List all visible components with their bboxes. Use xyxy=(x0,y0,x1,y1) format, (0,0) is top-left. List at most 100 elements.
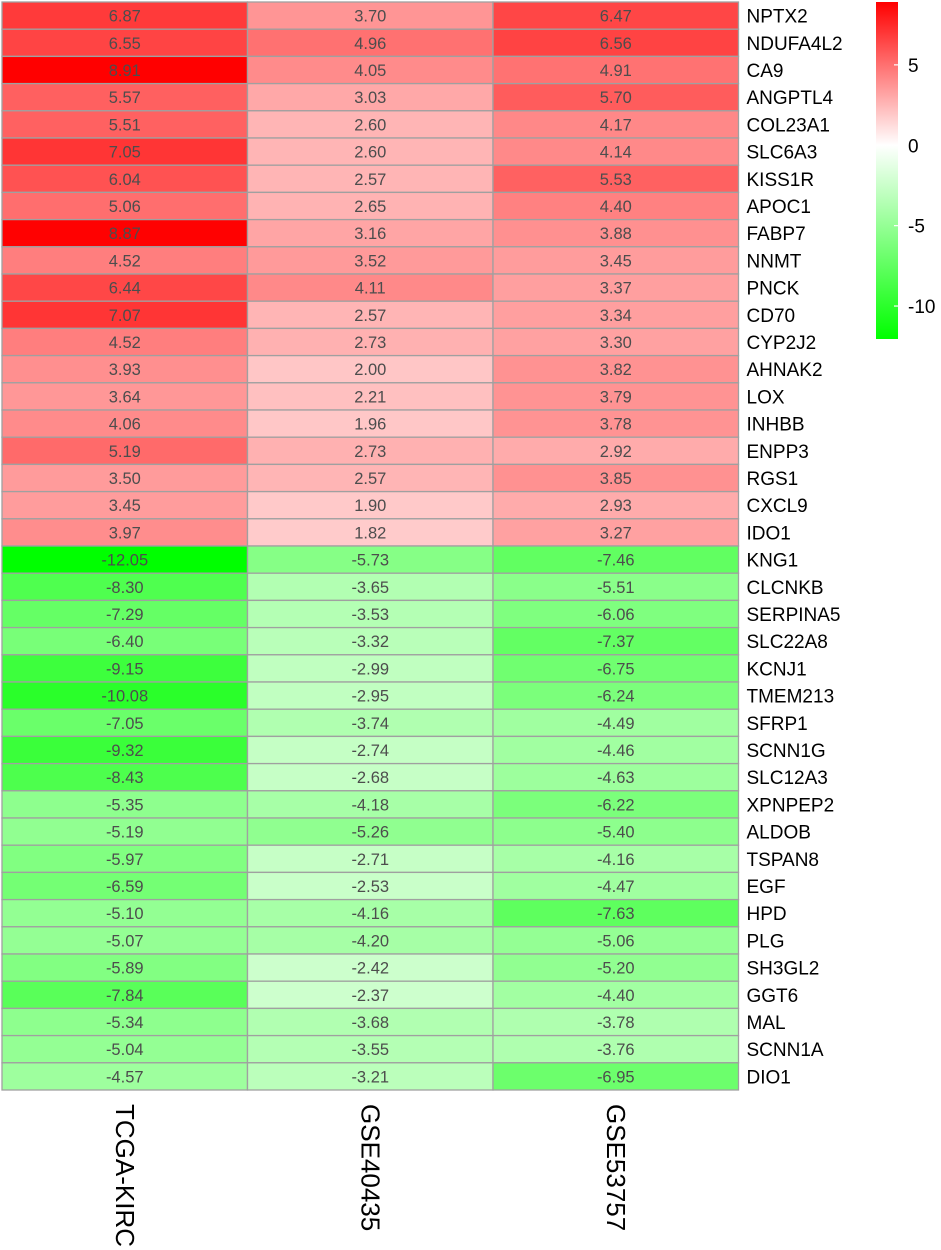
cell-value-label: 4.91 xyxy=(600,62,632,80)
heatmap-cell xyxy=(1,273,249,302)
cell-value-label: -2.71 xyxy=(351,851,389,869)
cell-value-label: 2.73 xyxy=(354,334,386,352)
heatmap-cell xyxy=(1,790,249,819)
cell-value-label: -7.46 xyxy=(597,552,635,570)
cell-value-label: -6.40 xyxy=(106,633,144,651)
column-label: GSE53757 xyxy=(601,1104,631,1231)
heatmap-cell xyxy=(246,654,494,683)
heatmap-cell xyxy=(246,137,494,166)
cell-value-label: -4.46 xyxy=(597,742,635,760)
row-label: NDUFA4L2 xyxy=(747,34,843,55)
heatmap-cell xyxy=(1,137,249,166)
cell-value-label: 2.65 xyxy=(354,198,386,216)
cell-value-label: -5.26 xyxy=(351,824,389,842)
heatmap-cell xyxy=(1,545,249,574)
heatmap-cell xyxy=(492,28,740,58)
cell-value-label: 6.44 xyxy=(109,280,141,298)
cell-value-label: 6.55 xyxy=(109,35,141,53)
row-label: PNCK xyxy=(747,279,800,300)
row-label: APOC1 xyxy=(747,197,811,218)
heatmap-cell xyxy=(246,599,494,629)
cell-value-label: -5.19 xyxy=(106,824,144,842)
cell-value-label: -7.29 xyxy=(106,606,144,624)
cell-value-label: 3.16 xyxy=(354,225,386,243)
cell-value-label: -4.16 xyxy=(597,851,635,869)
cell-value-label: 3.97 xyxy=(109,524,141,542)
cell-value-label: -4.57 xyxy=(106,1068,144,1086)
cell-value-label: -4.49 xyxy=(597,715,635,733)
heatmap-cell xyxy=(492,790,740,819)
row-label: XPNPEP2 xyxy=(747,795,835,816)
cell-value-label: 3.30 xyxy=(600,334,632,352)
cell-value-label: 3.45 xyxy=(600,252,632,270)
row-label: CA9 xyxy=(747,61,784,82)
heatmap-cell xyxy=(492,191,740,221)
cell-value-label: 7.07 xyxy=(109,307,141,325)
cell-value-label: -8.43 xyxy=(106,769,144,787)
heatmap-cell xyxy=(246,871,494,901)
cell-value-label: -3.32 xyxy=(351,633,389,651)
cell-value-label: 3.88 xyxy=(600,225,632,243)
heatmap-cell xyxy=(246,436,494,466)
heatmap-cell xyxy=(492,1062,740,1091)
heatmap-cell xyxy=(492,409,740,438)
heatmap-cell xyxy=(246,980,494,1010)
heatmap-cell xyxy=(246,681,494,710)
heatmap-cell xyxy=(246,1062,494,1091)
heatmap-cell xyxy=(246,246,494,275)
heatmap-cell xyxy=(492,762,740,792)
cell-value-label: 3.78 xyxy=(600,416,632,434)
row-label: CLCNKB xyxy=(747,578,824,599)
row-label: ENPP3 xyxy=(747,442,809,463)
cell-value-label: -5.40 xyxy=(597,824,635,842)
row-label: SCNN1A xyxy=(747,1040,824,1061)
cell-value-label: -3.76 xyxy=(597,1041,635,1059)
heatmap-cell xyxy=(246,110,494,139)
cell-value-label: 6.04 xyxy=(109,171,141,189)
cell-value-label: 3.52 xyxy=(354,252,386,270)
cell-value-label: -3.74 xyxy=(351,715,389,733)
cell-value-label: 4.52 xyxy=(109,252,141,270)
cell-value-label: -7.84 xyxy=(106,987,144,1005)
cell-value-label: 1.82 xyxy=(354,524,386,542)
cell-value-label: 3.82 xyxy=(600,361,632,379)
cell-value-label: -5.51 xyxy=(597,579,635,597)
cell-value-label: -5.73 xyxy=(351,552,389,570)
cell-value-label: -3.65 xyxy=(351,579,389,597)
heatmap-cell xyxy=(1,436,249,466)
heatmap-cell xyxy=(246,463,494,493)
heatmap-cell xyxy=(492,300,740,330)
row-label: SLC22A8 xyxy=(747,632,828,653)
cell-value-label: 3.85 xyxy=(600,470,632,488)
cell-value-label: 1.96 xyxy=(354,416,386,434)
column-label: TCGA-KIRC xyxy=(110,1104,140,1247)
cell-value-label: 3.03 xyxy=(354,89,386,107)
cell-value-label: 3.93 xyxy=(109,361,141,379)
heatmap-cell xyxy=(492,1007,740,1037)
heatmap-cell xyxy=(492,926,740,955)
cell-value-label: 2.57 xyxy=(354,171,386,189)
cell-value-label: 3.50 xyxy=(109,470,141,488)
heatmap-cell xyxy=(492,599,740,629)
row-label: EGF xyxy=(747,877,786,898)
heatmap-cell xyxy=(1,82,249,112)
cell-value-label: 3.37 xyxy=(600,280,632,298)
column-label: GSE40435 xyxy=(355,1104,385,1231)
row-label: KNG1 xyxy=(747,551,799,572)
heatmap-cell xyxy=(1,708,249,738)
heatmap-cell xyxy=(246,409,494,438)
row-label: SERPINA5 xyxy=(747,605,841,626)
heatmap-cell xyxy=(1,409,249,438)
cell-value-label: -5.97 xyxy=(106,851,144,869)
heatmap-cell xyxy=(1,246,249,275)
cell-value-label: 3.45 xyxy=(109,497,141,515)
cell-value-label: -3.78 xyxy=(597,1014,635,1032)
cell-value-label: 2.57 xyxy=(354,307,386,325)
cell-value-label: -3.68 xyxy=(351,1014,389,1032)
row-label: KISS1R xyxy=(747,170,815,191)
row-label: INHBB xyxy=(747,415,805,436)
heatmap-cell xyxy=(246,953,494,982)
heatmap-cell xyxy=(1,926,249,955)
cell-value-label: 3.70 xyxy=(354,8,386,26)
